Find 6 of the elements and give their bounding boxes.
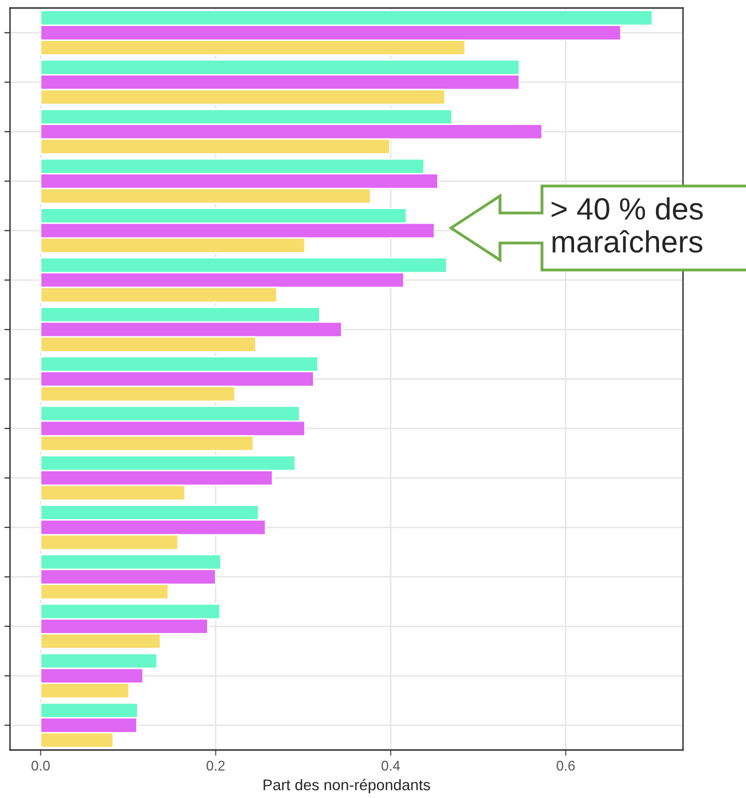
x-tick-label: 0.4 <box>382 760 400 771</box>
annotation: > 40 % des maraîchers <box>552 197 703 253</box>
x-tick-label: 0.2 <box>206 760 225 771</box>
x-axis-title: Part des non-répondants <box>264 778 430 794</box>
x-tick-label: 0.6 <box>556 760 575 771</box>
x-tick-label: 0.0 <box>32 760 50 771</box>
